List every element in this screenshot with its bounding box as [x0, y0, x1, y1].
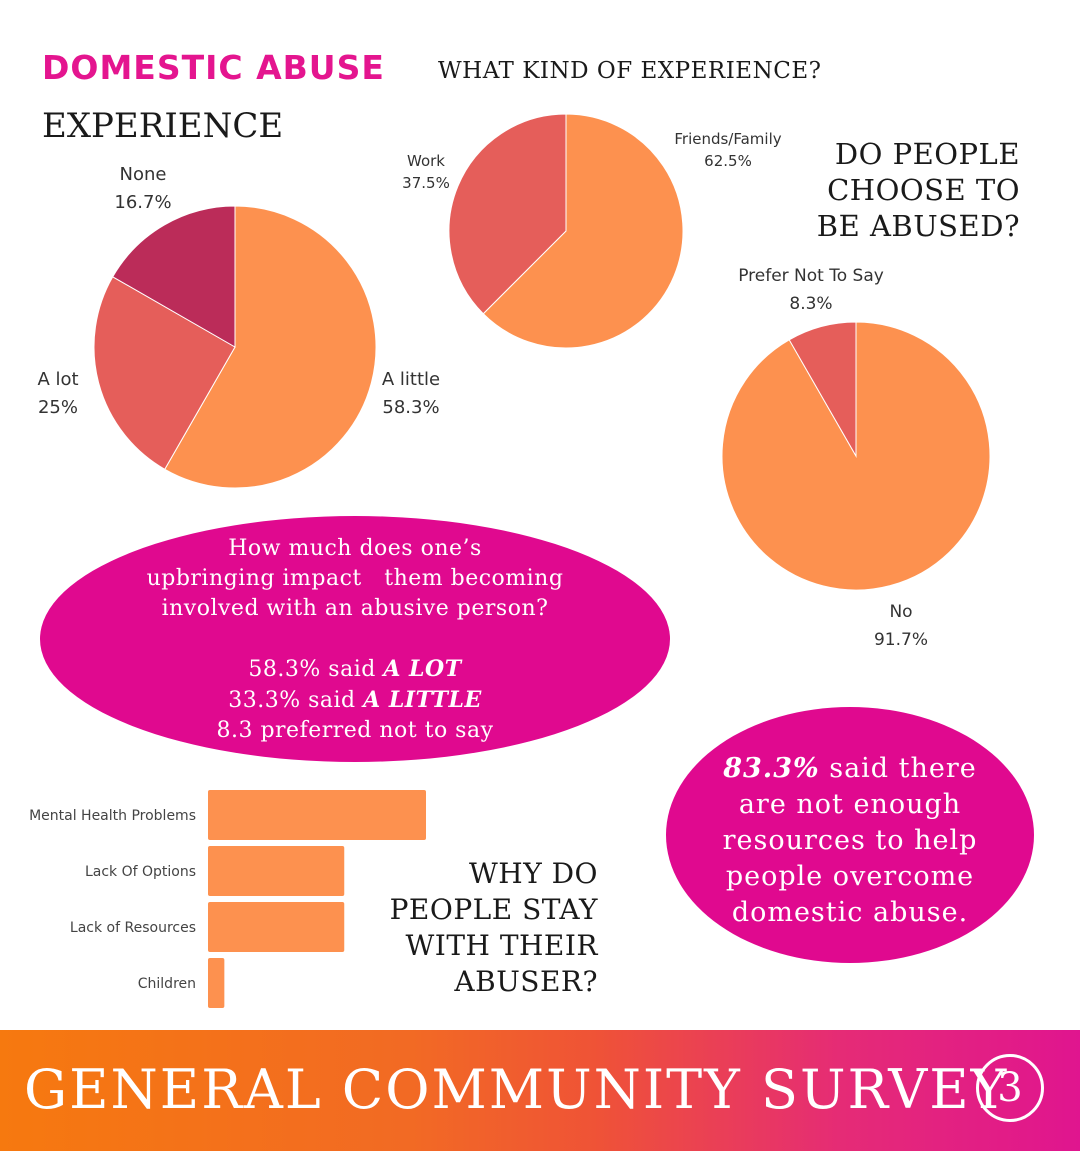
choose-chart-title: DO PEOPLE CHOOSE TO BE ABUSED?	[760, 136, 1020, 244]
slice-label: A lot	[37, 369, 79, 390]
slice-label: A little	[381, 369, 441, 390]
pie-charts-canvas	[93, 113, 991, 591]
stat-emphasis: A LOT	[383, 656, 462, 682]
question-line: upbringing impact them becoming	[146, 566, 564, 591]
slice-value: 62.5%	[704, 152, 752, 170]
slice-value: 58.3%	[382, 397, 440, 418]
stat-text: 58.3% said	[248, 657, 384, 682]
pie3-label-prefer-not: Prefer Not To Say 8.3%	[730, 262, 892, 318]
experience-chart-title: EXPERIENCE	[42, 106, 284, 146]
bar-lack-of-resources	[208, 902, 345, 952]
stay-title-line: PEOPLE STAY	[389, 893, 598, 926]
bar-mental-health-problems	[208, 790, 426, 840]
pie-slice-a-lot	[93, 276, 236, 470]
slice-label: Work	[407, 152, 445, 170]
upbringing-question: How much does one’s upbringing impact th…	[40, 534, 670, 624]
choose-pie	[721, 321, 991, 591]
bar-children	[208, 958, 225, 1008]
resources-line: resources to help	[722, 825, 978, 856]
slice-value: 37.5%	[402, 174, 450, 192]
question-line: How much does one’s	[228, 536, 482, 561]
slice-value: 91.7%	[873, 630, 928, 650]
stat-line: 8.3 preferred not to say	[216, 718, 494, 743]
stay-title-line: WITH THEIR	[405, 929, 598, 962]
pie-slice-work	[448, 113, 567, 315]
question-line: involved with an abusive person?	[161, 596, 549, 621]
slice-label: Prefer Not To Say	[738, 266, 884, 286]
resources-line: are not enough	[738, 789, 962, 820]
resources-line: people overcome	[725, 861, 975, 892]
pie-slice-none	[112, 205, 236, 348]
slice-value: 25%	[37, 397, 78, 418]
footer-banner: GENERAL COMMUNITY SURVEY 3	[0, 1030, 1080, 1151]
stay-title-line: ABUSER?	[454, 965, 598, 998]
stat-text: 33.3% said	[228, 688, 364, 713]
bar-category-label: Lack Of Options	[85, 864, 196, 880]
slice-value: 16.7%	[114, 192, 172, 213]
page-number-badge: 3	[976, 1054, 1044, 1122]
resources-line: domestic abuse.	[731, 897, 969, 928]
bar-category-label: Children	[138, 976, 196, 992]
kind-chart-title: WHAT KIND OF EXPERIENCE?	[438, 58, 822, 84]
pie-slice-prefer-not-to-say	[788, 321, 857, 458]
slice-value: 8.3%	[789, 294, 833, 314]
resources-line: 83.3% said there	[684, 751, 1016, 787]
choose-title-line: BE ABUSED?	[816, 209, 1020, 243]
kind-pie	[448, 113, 684, 349]
bar-category-label: Lack of Resources	[70, 920, 196, 936]
slice-label: None	[119, 164, 167, 185]
pie2-label-friends-family: Friends/Family 62.5%	[668, 128, 788, 172]
pie1-label-none: None 16.7%	[106, 161, 180, 217]
experience-pie	[93, 205, 377, 489]
resources-text-part: said there	[819, 753, 977, 784]
slice-label: No	[889, 602, 913, 622]
stay-bar-chart: Mental Health Problems Lack Of Options Lac…	[29, 790, 426, 1008]
stat-emphasis: A LITTLE	[363, 687, 482, 713]
resources-highlight: 83.3%	[723, 753, 820, 784]
choose-title-line: DO PEOPLE	[834, 137, 1020, 171]
bar-lack-of-options	[208, 846, 345, 896]
upbringing-bubble: How much does one’s upbringing impact th…	[40, 516, 670, 762]
main-title: DOMESTIC ABUSE	[42, 48, 385, 87]
resources-text: 83.3% said there are not enough resource…	[684, 751, 1016, 931]
bar-category-label: Mental Health Problems	[29, 808, 196, 824]
footer-title: GENERAL COMMUNITY SURVEY	[24, 1058, 1009, 1121]
pie-slice-a-little	[164, 205, 377, 489]
pie2-label-work: Work 37.5%	[396, 150, 456, 194]
stat-line: 58.3% said A LOT	[40, 654, 670, 685]
pie1-label-a-lot: A lot 25%	[30, 366, 86, 422]
stay-title-line: WHY DO	[469, 857, 598, 890]
pie1-label-a-little: A little 58.3%	[372, 366, 450, 422]
stay-chart-title: WHY DO PEOPLE STAY WITH THEIR ABUSER?	[380, 856, 598, 1000]
upbringing-stats: 58.3% said A LOT 33.3% said A LITTLE 8.3…	[40, 654, 670, 746]
choose-title-line: CHOOSE TO	[827, 173, 1020, 207]
resources-bubble: 83.3% said there are not enough resource…	[666, 707, 1034, 963]
stat-line: 33.3% said A LITTLE	[40, 685, 670, 716]
pie-slice-friends-family	[482, 113, 684, 349]
slice-label: Friends/Family	[674, 130, 782, 148]
pie3-label-no: No 91.7%	[860, 598, 942, 654]
